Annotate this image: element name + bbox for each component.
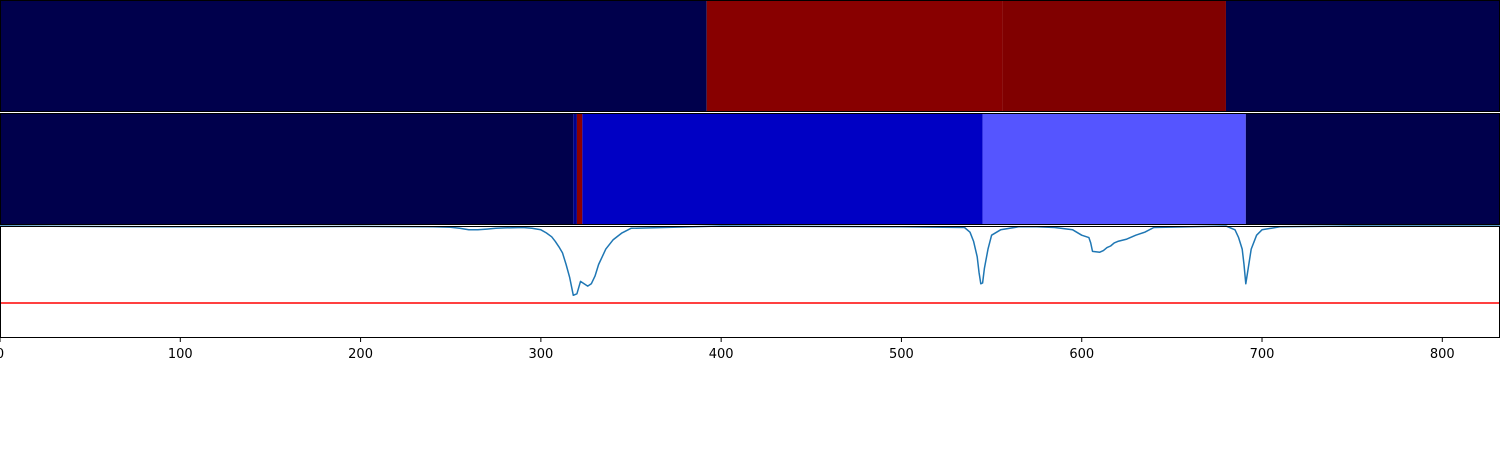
line-plot-background (0, 226, 1500, 338)
line-plot-panel (0, 225, 1500, 338)
x-tick-label: 100 (168, 347, 193, 362)
x-tick-label: 0 (0, 347, 4, 362)
x-tick-label: 800 (1430, 347, 1455, 362)
x-tick-label: 200 (348, 347, 373, 362)
heatmap-middle-cell-1 (573, 113, 577, 225)
heatmap-middle-cell-2 (576, 113, 583, 225)
x-axis: 0 100 200 300 400 500 600 700 800 (0, 338, 1455, 362)
x-tick-label: 300 (528, 347, 553, 362)
heatmap-middle-cell-0 (0, 113, 574, 225)
heatmap-middle-cell-4 (982, 113, 1246, 225)
heatmap-top-cell-0 (0, 0, 707, 112)
heatmap-middle-cell-5 (1245, 113, 1500, 225)
x-tick-label: 600 (1069, 347, 1094, 362)
heatmap-top-cell-2 (1002, 0, 1226, 112)
heatmap-top-panel (0, 0, 1500, 112)
x-tick-label: 500 (889, 347, 914, 362)
x-tick-label: 400 (709, 347, 734, 362)
heatmap-top-cell-1 (706, 0, 1003, 112)
heatmap-middle-cell-3 (582, 113, 983, 225)
x-tick-label: 700 (1250, 347, 1275, 362)
heatmap-middle-panel (0, 113, 1500, 225)
heatmap-top-cell-3 (1225, 0, 1500, 112)
